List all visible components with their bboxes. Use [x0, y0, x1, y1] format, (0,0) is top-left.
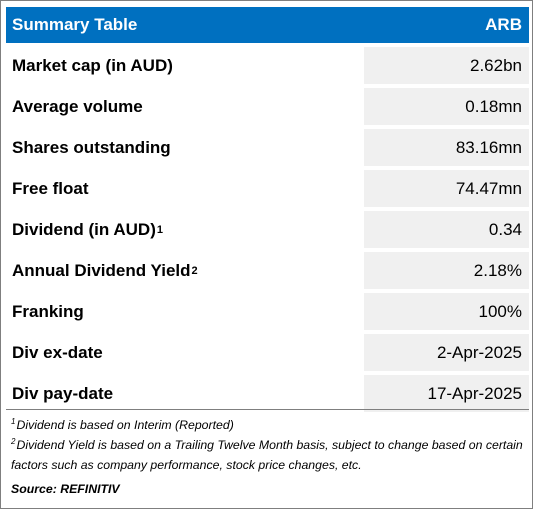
- row-label: Shares outstanding: [6, 127, 362, 168]
- table-row: Annual Dividend Yield 2 2.18%: [6, 250, 529, 291]
- table-body: Market cap (in AUD) 2.62bn Average volum…: [6, 45, 529, 414]
- footnote: 1Dividend is based on Interim (Reported): [11, 416, 234, 432]
- row-label: Div ex-date: [6, 332, 362, 373]
- footnote-number: 1: [11, 416, 16, 426]
- source-credit: Source: REFINITIV: [11, 482, 120, 496]
- table-header: Summary Table ARB: [6, 7, 529, 43]
- row-value: 2-Apr-2025: [364, 332, 529, 373]
- table-row: Shares outstanding 83.16mn: [6, 127, 529, 168]
- row-label: Annual Dividend Yield 2: [6, 250, 362, 291]
- row-value: 74.47mn: [364, 168, 529, 209]
- footnotes: 1Dividend is based on Interim (Reported)…: [11, 415, 526, 499]
- row-value: 17-Apr-2025: [364, 373, 529, 414]
- table-row: Dividend (in AUD) 1 0.34: [6, 209, 529, 250]
- table-title: Summary Table: [12, 15, 138, 34]
- row-value: 100%: [364, 291, 529, 332]
- ticker-label: ARB: [485, 15, 522, 34]
- row-label: Dividend (in AUD) 1: [6, 209, 362, 250]
- table-row: Div pay-date 17-Apr-2025: [6, 373, 529, 414]
- row-label: Market cap (in AUD): [6, 45, 362, 86]
- row-value: 2.62bn: [364, 45, 529, 86]
- row-label: Franking: [6, 291, 362, 332]
- row-label: Free float: [6, 168, 362, 209]
- table-row: Div ex-date 2-Apr-2025: [6, 332, 529, 373]
- footnote: 2Dividend Yield is based on a Trailing T…: [11, 436, 523, 472]
- row-value: 2.18%: [364, 250, 529, 291]
- table-row: Average volume 0.18mn: [6, 86, 529, 127]
- table-row: Franking 100%: [6, 291, 529, 332]
- footnote-divider: [6, 409, 529, 410]
- row-value: 0.34: [364, 209, 529, 250]
- row-label: Div pay-date: [6, 373, 362, 414]
- row-label: Average volume: [6, 86, 362, 127]
- table-row: Market cap (in AUD) 2.62bn: [6, 45, 529, 86]
- footnote-number: 2: [11, 436, 16, 446]
- row-value: 0.18mn: [364, 86, 529, 127]
- table-row: Free float 74.47mn: [6, 168, 529, 209]
- row-value: 83.16mn: [364, 127, 529, 168]
